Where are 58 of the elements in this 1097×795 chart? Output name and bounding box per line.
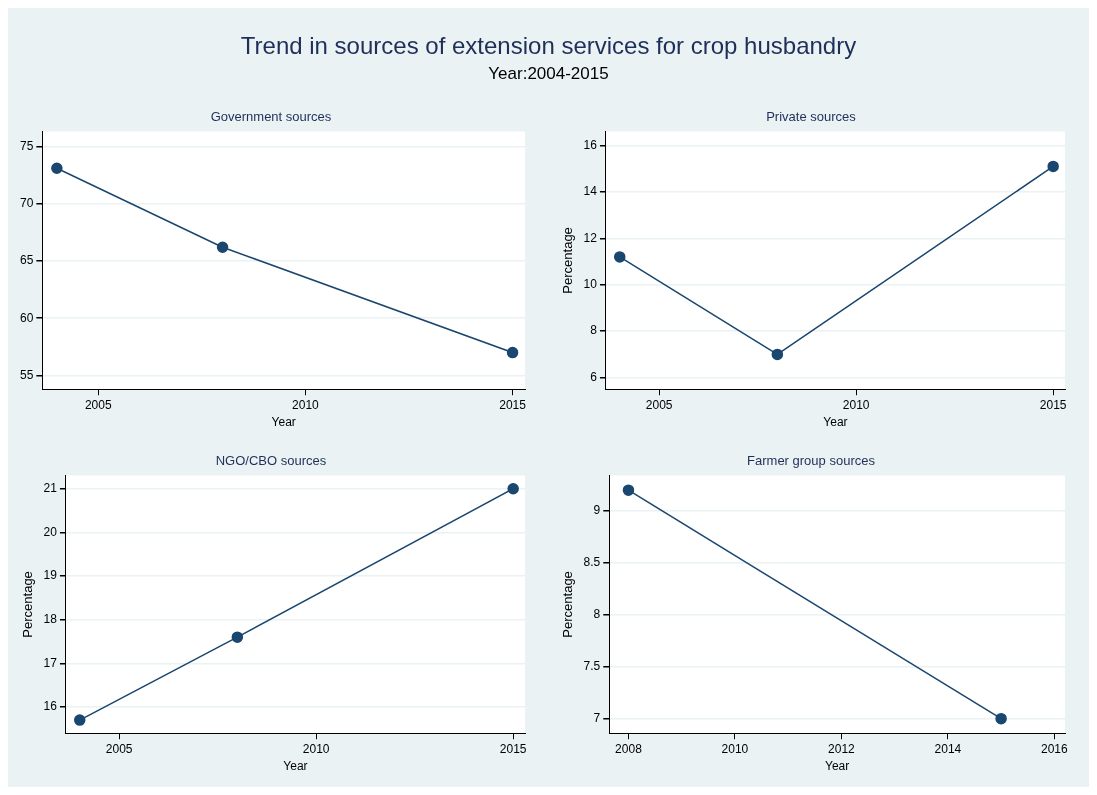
- y-tick-label: 16: [583, 137, 598, 152]
- point: [1047, 160, 1059, 173]
- chart-title: Farmer group sources: [747, 453, 876, 469]
- y-tick-label: 20: [43, 524, 58, 539]
- point: [231, 631, 244, 643]
- point: [506, 346, 519, 359]
- y-tick-label: 17: [43, 655, 58, 670]
- x-tick-label: 2005: [105, 741, 133, 756]
- point: [771, 348, 784, 361]
- x-tick-label: 2014: [934, 741, 962, 756]
- y-tick-label: 18: [43, 611, 58, 626]
- x-tick-label: 2015: [1039, 397, 1067, 412]
- point: [216, 241, 229, 253]
- x-axis-title: Year: [825, 759, 850, 774]
- y-tick-label: 7.5: [583, 659, 601, 674]
- x-tick-label: 2012: [828, 741, 856, 756]
- chart-title: NGO/CBO sources: [215, 453, 327, 469]
- y-tick-label: 75: [19, 138, 34, 153]
- x-tick-label: 2015: [499, 741, 527, 756]
- chart-title: Private sources: [766, 109, 857, 125]
- chart-title: Trend in sources of extension services for crop husbandry: [239, 32, 858, 60]
- y-tick-label: 10: [583, 277, 598, 292]
- y-tick-label: 70: [19, 196, 34, 211]
- x-tick-label: 2005: [645, 397, 673, 412]
- y-tick-label: 7: [593, 710, 601, 725]
- y-tick-label: 19: [43, 568, 58, 583]
- y-axis-title: Percentage: [560, 227, 576, 294]
- x-tick-label: 2010: [842, 397, 870, 412]
- y-tick-label: 8: [590, 323, 598, 338]
- x-tick-label: 2010: [302, 741, 330, 756]
- x-tick-label: 2008: [615, 741, 643, 756]
- y-axis-title: Percentage: [20, 571, 36, 638]
- y-tick-label: 14: [583, 184, 598, 199]
- x-axis-title: Year: [283, 759, 308, 774]
- x-tick-label: 2010: [292, 397, 320, 412]
- y-tick-label: 12: [583, 230, 598, 245]
- y-tick-label: 60: [19, 310, 34, 325]
- y-tick-label: 8.5: [583, 555, 601, 570]
- point: [507, 482, 519, 495]
- x-axis-title: Year: [823, 415, 848, 430]
- point: [613, 251, 626, 263]
- chart-subtitle: Year:2004-2015: [487, 64, 610, 84]
- point: [73, 714, 86, 726]
- y-tick-label: 16: [43, 699, 58, 714]
- y-tick-label: 65: [19, 253, 34, 268]
- y-tick-label: 8: [593, 607, 601, 622]
- x-tick-label: 2010: [721, 741, 749, 756]
- text: Government sources: [210, 109, 332, 125]
- point: [51, 162, 63, 174]
- x-tick-label: 2016: [1041, 741, 1069, 756]
- x-tick-label: 2005: [84, 397, 112, 412]
- y-tick-label: 9: [593, 503, 601, 518]
- x-axis-title: Year: [271, 415, 296, 430]
- y-tick-label: 21: [43, 481, 58, 496]
- y-axis-title: Percentage: [560, 571, 576, 638]
- y-tick-label: 6: [590, 369, 598, 384]
- x-tick-label: 2015: [499, 397, 527, 412]
- y-tick-label: 55: [19, 367, 34, 382]
